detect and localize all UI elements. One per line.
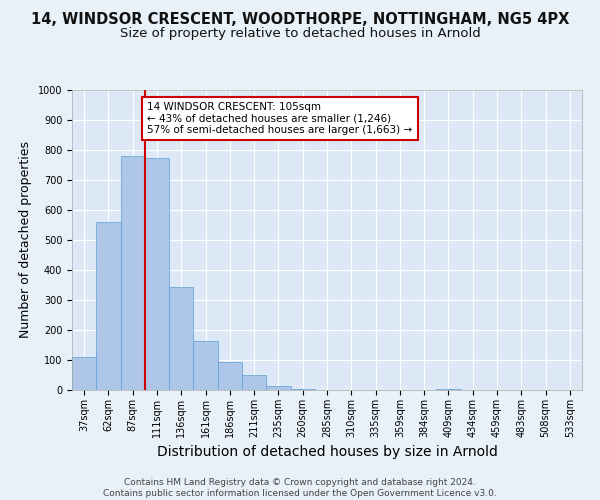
- Bar: [169, 286, 193, 390]
- Bar: [96, 222, 121, 390]
- Text: Size of property relative to detached houses in Arnold: Size of property relative to detached ho…: [119, 28, 481, 40]
- Bar: [72, 357, 96, 390]
- Text: 14 WINDSOR CRESCENT: 105sqm
← 43% of detached houses are smaller (1,246)
57% of : 14 WINDSOR CRESCENT: 105sqm ← 43% of det…: [147, 102, 412, 135]
- Text: Contains HM Land Registry data © Crown copyright and database right 2024.
Contai: Contains HM Land Registry data © Crown c…: [103, 478, 497, 498]
- Bar: [266, 386, 290, 390]
- Bar: [121, 156, 145, 390]
- X-axis label: Distribution of detached houses by size in Arnold: Distribution of detached houses by size …: [157, 446, 497, 460]
- Bar: [242, 375, 266, 390]
- Bar: [193, 340, 218, 390]
- Y-axis label: Number of detached properties: Number of detached properties: [19, 142, 32, 338]
- Text: 14, WINDSOR CRESCENT, WOODTHORPE, NOTTINGHAM, NG5 4PX: 14, WINDSOR CRESCENT, WOODTHORPE, NOTTIN…: [31, 12, 569, 28]
- Bar: [218, 362, 242, 390]
- Bar: [145, 158, 169, 390]
- Bar: [290, 388, 315, 390]
- Bar: [436, 389, 461, 390]
